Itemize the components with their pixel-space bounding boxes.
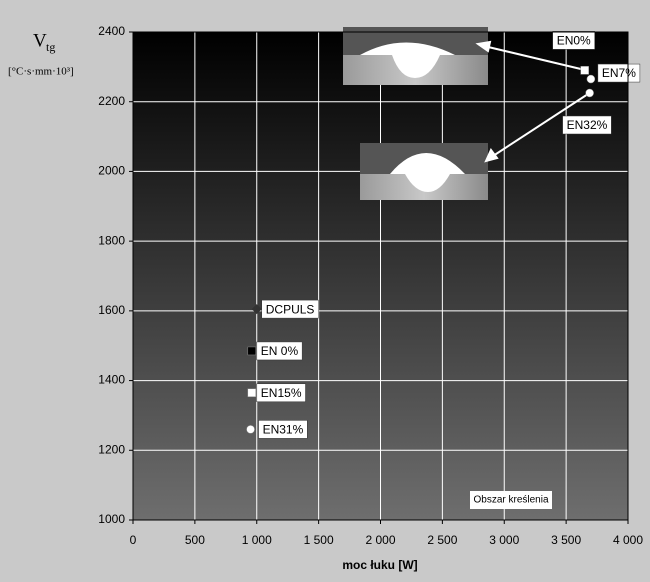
annotation: Obszar kreślenia (473, 495, 548, 506)
point (247, 425, 255, 433)
x-tick-label: 3 500 (551, 533, 581, 547)
point (586, 89, 594, 97)
x-tick-label: 1 500 (304, 533, 334, 547)
y-axis-unit: [°C·s·mm·10³] (8, 66, 74, 78)
x-tick-label: 2 500 (427, 533, 457, 547)
x-tick-label: 2 000 (365, 533, 395, 547)
y-tick-label: 1800 (98, 233, 125, 247)
point-label: EN 0% (261, 344, 299, 358)
chart: EN0%EN7%EN32%DCPULSEN 0%EN15%EN31% V tg … (0, 0, 650, 582)
x-tick-label: 0 (130, 533, 137, 547)
x-tick-label: 500 (185, 533, 205, 547)
y-tick-label: 2400 (98, 24, 125, 38)
point-label: EN0% (557, 34, 591, 48)
point-label: EN15% (261, 386, 302, 400)
point (248, 389, 256, 397)
point-label: EN7% (602, 66, 636, 80)
y-tick-label: 1200 (98, 442, 125, 456)
point (248, 347, 256, 355)
x-axis-label: moc łuku [W] (342, 558, 417, 572)
x-tick-label: 1 000 (242, 533, 272, 547)
point (587, 75, 595, 83)
y-tick-label: 1600 (98, 303, 125, 317)
point-label: DCPULS (266, 302, 315, 316)
inset-bottom (360, 143, 488, 200)
y-axis-label: V (33, 30, 47, 51)
y-tick-label: 2200 (98, 94, 125, 108)
point-label: EN32% (567, 118, 608, 132)
y-tick-label: 1000 (98, 512, 125, 526)
x-tick-label: 3 000 (489, 533, 519, 547)
point-label: EN31% (263, 423, 304, 437)
inset-top (343, 27, 488, 85)
point (581, 66, 589, 74)
y-tick-label: 1400 (98, 373, 125, 387)
y-axis-label-subscript: tg (46, 40, 55, 54)
y-tick-label: 2000 (98, 164, 125, 178)
x-tick-label: 4 000 (613, 533, 643, 547)
